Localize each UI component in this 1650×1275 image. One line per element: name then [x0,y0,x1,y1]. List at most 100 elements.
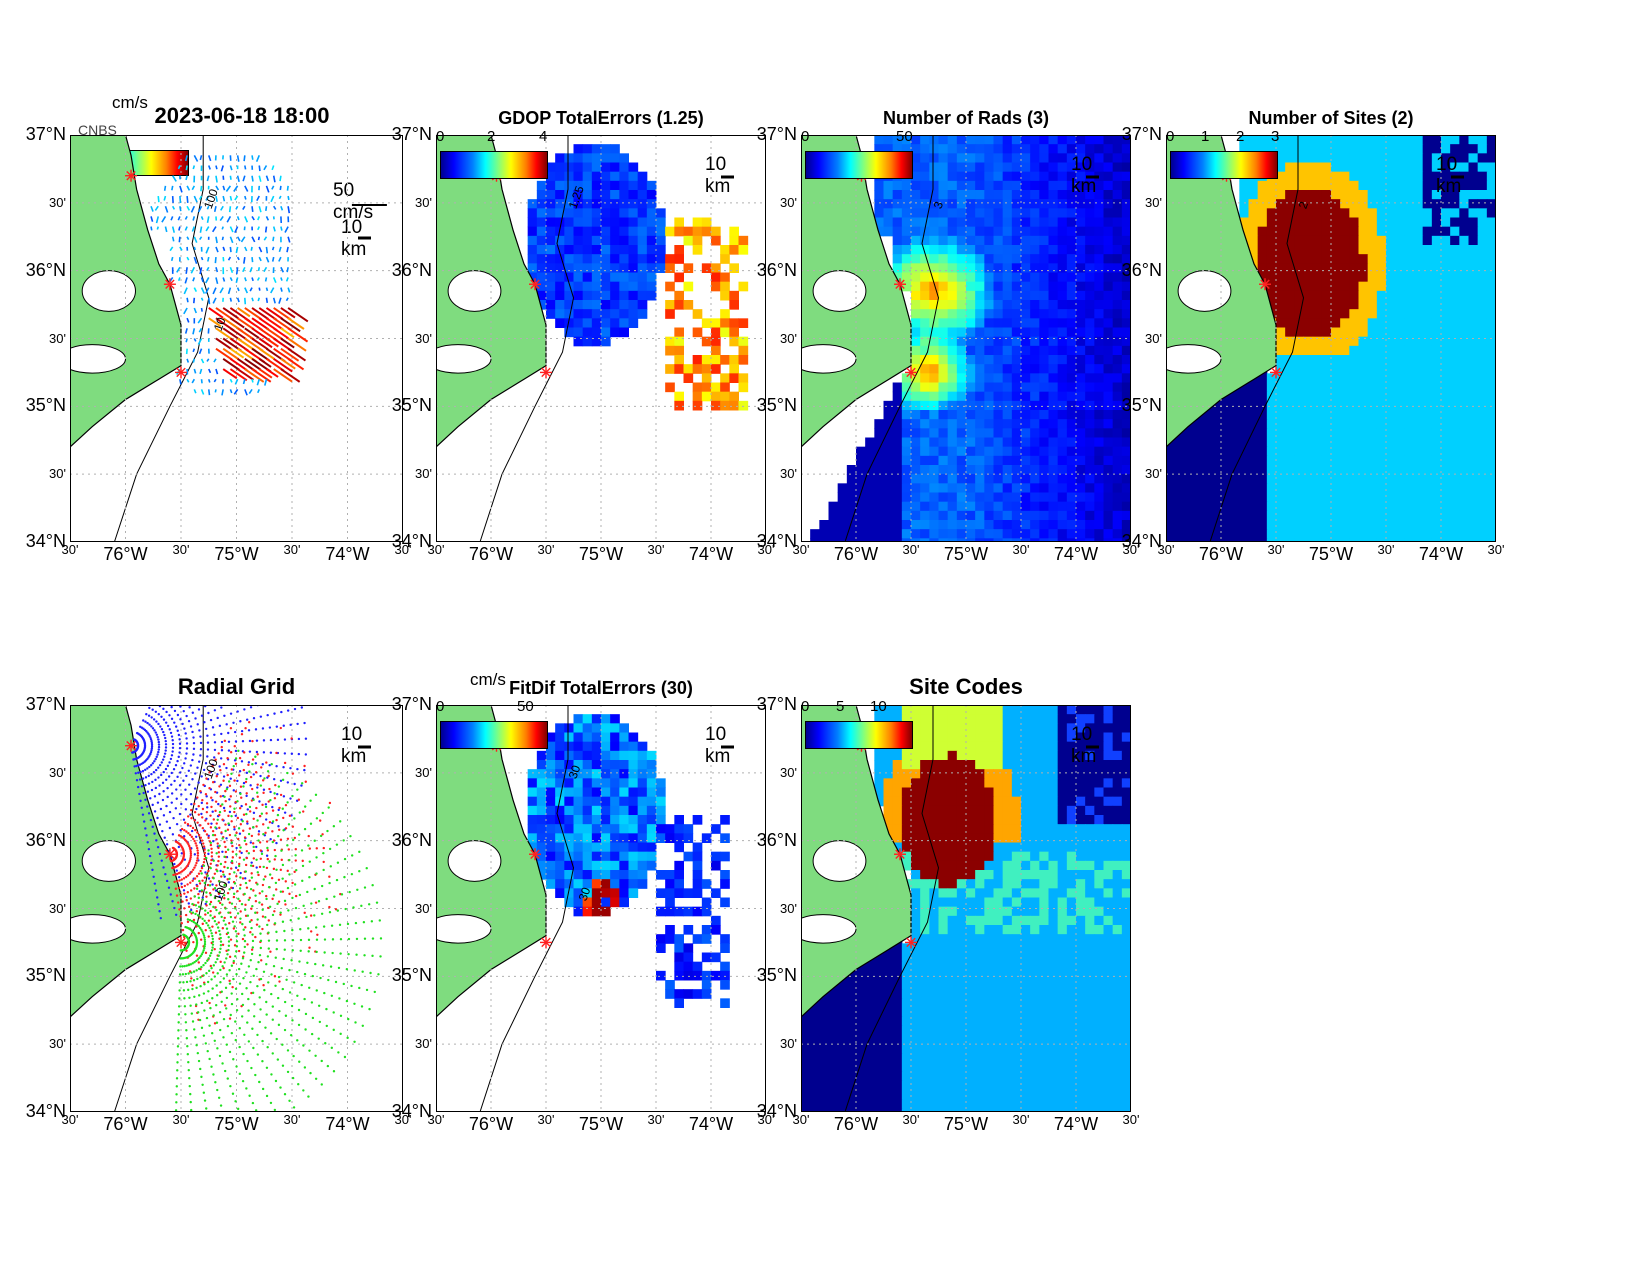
field-cell [1121,190,1131,200]
field-cell [956,382,967,393]
field-cell [938,400,949,411]
field-cell [610,217,620,228]
field-cell [1057,510,1068,521]
field-cell [993,529,1004,539]
field-cell [1312,373,1323,383]
field-cell [1039,180,1049,191]
radial-point [190,919,194,923]
field-cell [637,272,648,283]
field-cell [1349,235,1359,246]
radial-point [220,740,224,744]
field-cell [956,199,967,209]
field-cell [1011,529,1022,539]
field-cell [929,309,939,319]
field-cell [1413,355,1424,365]
field-cell [1312,245,1323,255]
radial-point [196,1011,200,1014]
radial-point [216,716,219,720]
radial-point [157,712,160,716]
field-cell [911,538,921,542]
field-cell [1386,144,1396,154]
field-cell [1039,162,1049,173]
field-cell [1276,520,1286,530]
radial-point [245,843,248,846]
field-cell [1011,419,1022,429]
field-cell [1076,345,1086,356]
field-cell [975,254,985,264]
field-cell [1413,437,1424,448]
radial-point [186,920,190,924]
radial-point [246,820,249,823]
current-arrow [251,307,269,320]
field-cell [1266,492,1277,503]
field-cell [1321,162,1332,173]
map-canvas: 3 [801,135,1131,542]
field-cell [1094,474,1104,484]
field-cell [1321,437,1332,448]
radial-point [233,759,237,762]
field-cell [1349,272,1359,283]
field-cell [1413,300,1424,310]
field-cell [1422,290,1433,301]
field-cell [1257,254,1268,264]
field-cell [573,162,584,173]
field-cell [1459,208,1469,218]
field-cell [1340,355,1350,365]
field-cell [956,180,967,191]
field-cell [1459,180,1469,191]
field-cell [920,410,930,420]
field-cell [1422,318,1433,328]
radial-point [206,980,210,984]
field-cell [947,281,958,292]
radial-point [252,889,255,892]
current-arrow [235,205,239,210]
field-cell [892,529,903,539]
field-cell [1358,235,1369,246]
field-cell [1395,263,1405,273]
field-cell [1266,180,1277,191]
field-cell [1039,538,1049,542]
field-cell [1175,529,1185,539]
field-cell [1386,538,1396,542]
field-cell [1413,144,1424,154]
field-cell [1331,153,1341,163]
field-cell [1376,199,1387,209]
field-cell [938,190,949,200]
field-cell [920,400,930,411]
field-cell [1413,226,1424,237]
radial-point [197,833,201,837]
field-cell [1340,428,1350,438]
current-arrow [280,205,284,211]
radial-point [273,910,276,913]
radial-point [226,953,229,956]
field-cell [984,226,994,237]
radial-point [248,750,252,753]
field-cell [1386,226,1396,237]
field-cell [1103,428,1114,438]
field-cell [1085,410,1095,420]
field-cell [938,235,949,246]
radial-point [279,779,283,783]
field-cell [1294,190,1304,200]
radial-point [208,884,212,887]
field-cell [1066,474,1077,484]
field-cell [865,465,875,475]
radial-point [236,710,239,713]
field-cell [1002,373,1013,383]
current-arrow [278,297,282,304]
radial-point [222,977,226,980]
field-cell [1358,419,1369,429]
radial-point [194,772,197,775]
current-arrow [206,358,210,362]
field-cell [1276,309,1286,319]
field-cell [591,144,602,154]
field-cell [975,510,985,521]
field-cell [1404,199,1414,209]
field-cell [1321,318,1332,328]
radial-point [314,901,318,904]
current-arrow [229,236,234,244]
radial-point [273,712,276,715]
field-cell [619,217,629,228]
field-cell [1395,309,1405,319]
field-cell [956,492,967,503]
